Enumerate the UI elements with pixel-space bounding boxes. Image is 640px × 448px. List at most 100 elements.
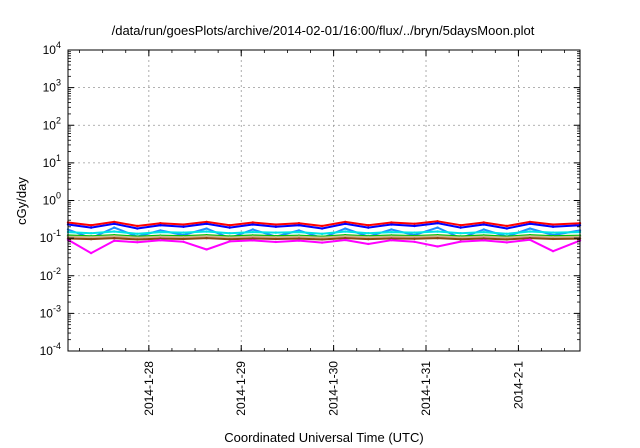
data-point [251,228,254,231]
data-point [482,230,485,234]
data-point [367,226,370,229]
data-point [136,240,139,244]
y-tick-label: 102 [43,115,61,132]
data-point [112,220,116,224]
data-point [112,226,116,229]
data-point [505,236,509,239]
data-point [228,240,231,243]
data-point [436,235,439,238]
series-line [67,238,581,255]
data-point [528,235,532,238]
data-point [136,232,139,236]
data-point [413,222,416,226]
data-point [528,220,532,224]
y-axis: 10-4 10-3 10-2 10-1 100 101 102 103 104 [40,40,580,358]
data-point [297,221,301,225]
data-point [112,239,116,242]
data-point [297,230,301,234]
y-tick-label: 101 [43,153,61,170]
data-point [89,251,93,255]
data-point [459,238,462,241]
y-tick-label: 103 [43,78,61,95]
x-tick-label: 2014-2-1 [511,361,525,409]
data-point [413,231,416,234]
data-point [482,223,485,226]
data-point [436,221,439,225]
data-point [459,226,462,229]
data-point [182,223,185,226]
data-point [320,232,324,236]
data-point [182,240,185,243]
data-point [320,236,324,239]
data-point [89,224,93,227]
data-point [436,245,439,248]
data-point [205,248,208,251]
data-point [528,230,532,233]
data-point [320,227,324,230]
data-point [343,220,347,224]
data-point [136,238,139,241]
series-6 [66,235,582,239]
data-point [251,221,254,224]
data-point [482,239,485,242]
data-point [413,224,416,228]
data-point [436,230,439,233]
series-line [67,230,581,235]
data-point [159,224,162,227]
data-point [436,236,439,240]
data-point [551,231,555,234]
series-line [67,220,581,227]
data-point [112,230,116,233]
data-point [551,225,555,228]
y-axis-label: cGy/day [14,177,29,225]
data-point [343,238,347,242]
data-point [551,235,555,239]
y-tick-label: 10-3 [40,303,61,320]
data-point [89,226,93,229]
y-tick-label: 10-2 [40,266,61,283]
data-point [136,236,139,239]
data-point [274,235,278,239]
data-point [551,237,555,241]
data-point [205,227,208,230]
data-point [343,235,347,238]
data-point [528,238,532,242]
data-point [390,230,393,234]
data-point [343,227,347,230]
data-point [320,238,324,241]
data-point [413,240,416,243]
data-point [112,222,116,226]
x-axis-label: Coordinated Universal Time (UTC) [224,430,423,445]
data-point [390,239,393,242]
data-point [482,237,485,240]
data-point [343,236,347,240]
data-point [274,231,278,234]
data-point [482,235,485,238]
data-point [228,224,231,227]
grid [68,50,580,351]
data-point [482,228,485,231]
data-point [528,222,532,226]
data-point [251,230,254,234]
data-point [436,220,439,223]
data-point [551,223,555,226]
data-point [390,221,393,224]
data-point [274,223,278,226]
series-2 [66,221,582,230]
data-point [390,235,393,238]
data-point [320,224,324,228]
data-point [343,230,347,233]
x-tick-label: 2014-1-28 [142,361,156,416]
data-point [367,224,370,227]
data-point [297,237,301,240]
data-point [112,235,116,238]
data-point [274,225,278,228]
data-point [274,240,278,244]
data-point [251,237,254,240]
data-point [505,224,509,228]
data-point [89,236,93,239]
data-point [182,235,185,239]
series-4 [66,230,582,236]
data-point [505,241,509,244]
